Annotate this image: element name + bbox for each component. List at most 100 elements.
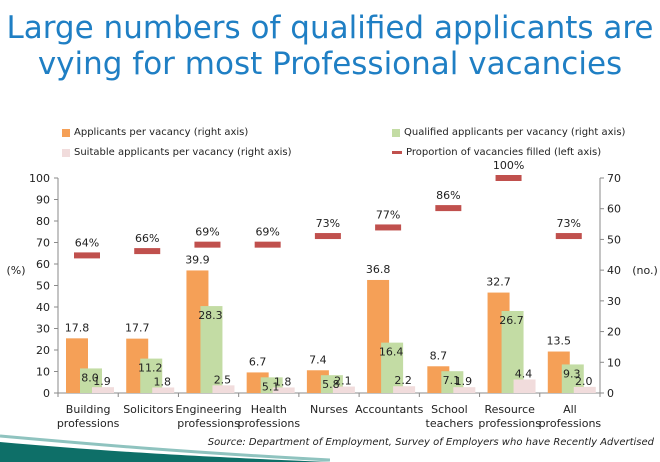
data-label-qualified: 9.3 <box>563 367 581 380</box>
data-label-qualified: 16.4 <box>379 346 404 359</box>
x-tick-label: Engineering <box>176 403 242 416</box>
x-tick-label: Resource <box>484 403 535 416</box>
data-label-suitable: 2.2 <box>394 374 412 387</box>
data-label-suitable: 1.8 <box>274 375 292 388</box>
data-label-applicants: 8.7 <box>430 349 448 362</box>
legend-label-filled: Proportion of vacancies filled (left axi… <box>406 147 602 158</box>
chart-title-line-2: vying for most Professional vacancies <box>37 46 623 82</box>
data-label-applicants: 39.9 <box>185 253 210 266</box>
marker-filled <box>555 233 582 240</box>
legend-item-filled: Proportion of vacancies filled (left axi… <box>392 147 601 158</box>
y-left-tick-label: 20 <box>36 344 50 357</box>
data-label-applicants: 7.4 <box>309 353 327 366</box>
data-label-filled: 100% <box>493 159 524 172</box>
legend-label-suitable: Suitable applicants per vacancy (right a… <box>74 147 292 158</box>
bar-qualified <box>80 368 102 393</box>
y-left-tick-label: 60 <box>36 258 50 271</box>
marker-filled <box>435 205 462 212</box>
data-label-suitable: 2.5 <box>214 373 232 386</box>
bar-suitable <box>393 386 416 393</box>
y-left-tick-label: 30 <box>36 323 50 336</box>
data-label-qualified: 8.0 <box>81 371 99 384</box>
data-label-suitable: 4.4 <box>515 367 533 380</box>
bar-qualified <box>381 342 404 393</box>
chart-labels: 17.88.01.964%Buildingprofessions17.711.2… <box>57 159 602 430</box>
y-axis-right-label: (no.) <box>632 264 658 277</box>
marker-filled <box>314 233 341 240</box>
x-tick-label: Nurses <box>310 403 348 416</box>
footer-decoration <box>0 434 330 462</box>
bar-suitable <box>152 387 175 393</box>
legend-item-qualified: Qualified applicants per vacancy (right … <box>392 127 625 138</box>
y-left-tick-label: 90 <box>36 194 50 207</box>
y-right-tick-label: 70 <box>607 172 621 185</box>
x-tick-label: Accountants <box>355 403 423 416</box>
data-label-filled: 73% <box>316 217 340 230</box>
data-label-filled: 86% <box>436 189 460 202</box>
x-tick-label: professions <box>539 417 602 430</box>
y-right-tick-label: 0 <box>607 387 614 400</box>
x-tick-label: All <box>563 403 577 416</box>
data-label-qualified: 11.2 <box>138 362 163 375</box>
bar-suitable <box>92 387 114 393</box>
data-label-suitable: 2.0 <box>575 375 593 388</box>
y-right-tick-label: 10 <box>607 356 621 369</box>
chart-source: Source: Department of Employment, Survey… <box>207 437 654 448</box>
marker-filled <box>194 241 221 248</box>
y-right-tick-label: 40 <box>607 264 621 277</box>
data-label-applicants: 13.5 <box>547 335 572 348</box>
bar-qualified <box>200 306 223 393</box>
data-label-qualified: 28.3 <box>198 309 223 322</box>
x-tick-label: Solicitors <box>123 403 173 416</box>
x-tick-label: professions <box>478 417 541 430</box>
legend-swatch-qualified <box>392 128 400 137</box>
x-tick-label: School <box>431 403 468 416</box>
data-label-filled: 66% <box>135 232 159 245</box>
x-tick-label: professions <box>177 417 240 430</box>
y-right-tick-label: 60 <box>607 203 621 216</box>
data-label-qualified: 7.1 <box>443 374 461 387</box>
bar-suitable <box>332 386 355 393</box>
y-left-tick-label: 80 <box>36 215 50 228</box>
y-left-tick-label: 40 <box>36 301 50 314</box>
y-left-tick-label: 10 <box>36 366 50 379</box>
data-label-qualified: 5.8 <box>322 378 340 391</box>
chart-markers <box>74 175 582 259</box>
legend-swatch-filled <box>392 151 402 154</box>
chart-title: Large numbers of qualified applicants ar… <box>0 10 660 82</box>
bar-suitable <box>272 387 295 393</box>
data-label-suitable: 1.9 <box>93 375 111 388</box>
data-label-qualified: 5.1 <box>262 380 280 393</box>
data-label-applicants: 17.7 <box>125 322 150 335</box>
legend-item-suitable: Suitable applicants per vacancy (right a… <box>62 147 292 158</box>
legend-label-qualified: Qualified applicants per vacancy (right … <box>404 127 626 138</box>
chart-bars <box>66 270 596 393</box>
marker-filled <box>495 175 522 181</box>
y-right-tick-label: 50 <box>607 233 621 246</box>
data-label-filled: 73% <box>557 217 581 230</box>
y-right-tick-label: 30 <box>607 295 621 308</box>
marker-filled <box>375 224 402 231</box>
y-left-tick-label: 0 <box>43 387 50 400</box>
chart-title-line-1: Large numbers of qualified applicants ar… <box>6 10 654 46</box>
y-left-tick-label: 100 <box>29 172 50 185</box>
data-label-filled: 69% <box>255 226 279 239</box>
x-tick-label: Health <box>251 403 287 416</box>
data-label-suitable: 1.9 <box>455 375 473 388</box>
marker-filled <box>134 248 161 255</box>
legend-swatch-suitable <box>62 148 70 157</box>
data-label-suitable: 1.8 <box>153 375 171 388</box>
data-label-applicants: 6.7 <box>249 355 267 368</box>
data-label-filled: 77% <box>376 208 400 221</box>
legend-item-applicants: Applicants per vacancy (right axis) <box>62 127 248 138</box>
bar-qualified <box>140 358 163 393</box>
bar-suitable <box>513 379 536 393</box>
bar-qualified <box>501 310 524 393</box>
y-right-tick-label: 20 <box>607 326 621 339</box>
bar-suitable <box>453 387 476 393</box>
marker-filled <box>254 241 281 248</box>
x-tick-label: Building <box>66 403 111 416</box>
bar-suitable <box>573 386 596 393</box>
bar-qualified <box>561 364 584 393</box>
